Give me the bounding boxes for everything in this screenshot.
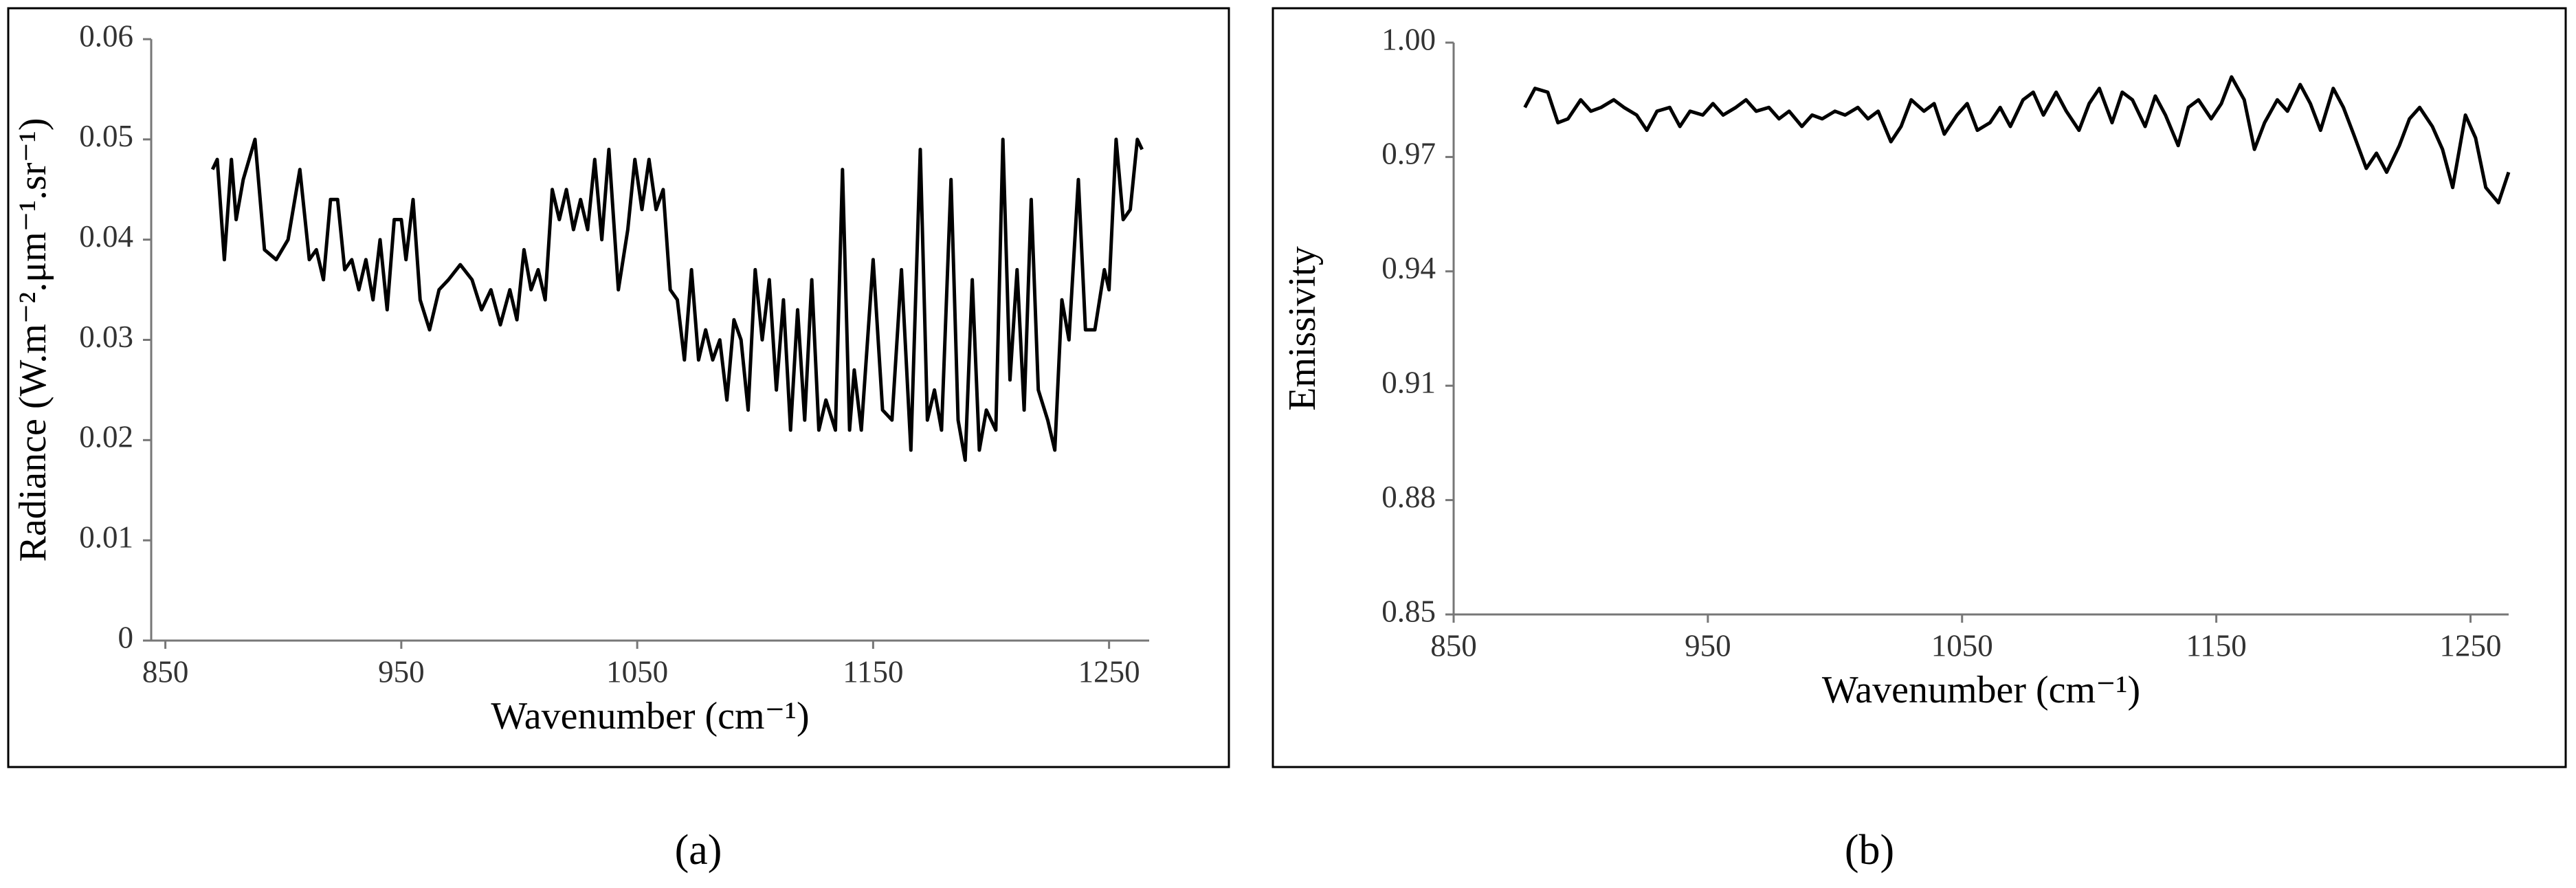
- y-tick-label: 0.97: [1381, 137, 1436, 171]
- y-axis-title: Emissivity: [1281, 246, 1324, 411]
- x-tick-label: 1150: [2186, 628, 2246, 663]
- y-tick-label: 0.06: [79, 19, 133, 53]
- y-tick-label: 0: [118, 620, 134, 654]
- x-tick-label: 1150: [843, 654, 903, 689]
- data-line: [1523, 75, 2511, 205]
- y-tick-label: 0.85: [1381, 594, 1436, 628]
- y-tick-label: 0.05: [79, 119, 133, 153]
- x-tick-label: 1250: [1078, 654, 1140, 689]
- y-tick-label: 0.03: [79, 320, 133, 354]
- y-tick-label: 0.01: [79, 520, 133, 554]
- x-tick-label: 950: [1685, 628, 1731, 663]
- x-tick-label: 850: [1430, 628, 1477, 663]
- panel-frame: [7, 7, 1230, 768]
- x-axis-title: Wavenumber (cm⁻¹): [1822, 669, 2140, 711]
- x-tick-label: 1050: [1931, 628, 1993, 663]
- y-tick-label: 0.91: [1381, 366, 1436, 400]
- caption: (b): [1845, 827, 1894, 874]
- x-axis-title: Wavenumber (cm⁻¹): [491, 695, 809, 737]
- x-tick-label: 850: [142, 654, 189, 689]
- y-tick-label: 0.04: [79, 219, 133, 254]
- y-axis-title: Radiance (W.m⁻².μm⁻¹.sr⁻¹): [12, 118, 54, 562]
- x-tick-label: 1050: [606, 654, 668, 689]
- y-tick-label: 0.94: [1381, 251, 1436, 285]
- x-tick-label: 950: [378, 654, 425, 689]
- data-line: [210, 137, 1144, 462]
- y-tick-label: 1.00: [1381, 22, 1436, 56]
- panel-frame: [1272, 7, 2567, 768]
- y-tick-label: 0.02: [79, 420, 133, 454]
- y-tick-label: 0.88: [1381, 480, 1436, 514]
- x-tick-label: 1250: [2440, 628, 2502, 663]
- caption: (a): [675, 827, 722, 874]
